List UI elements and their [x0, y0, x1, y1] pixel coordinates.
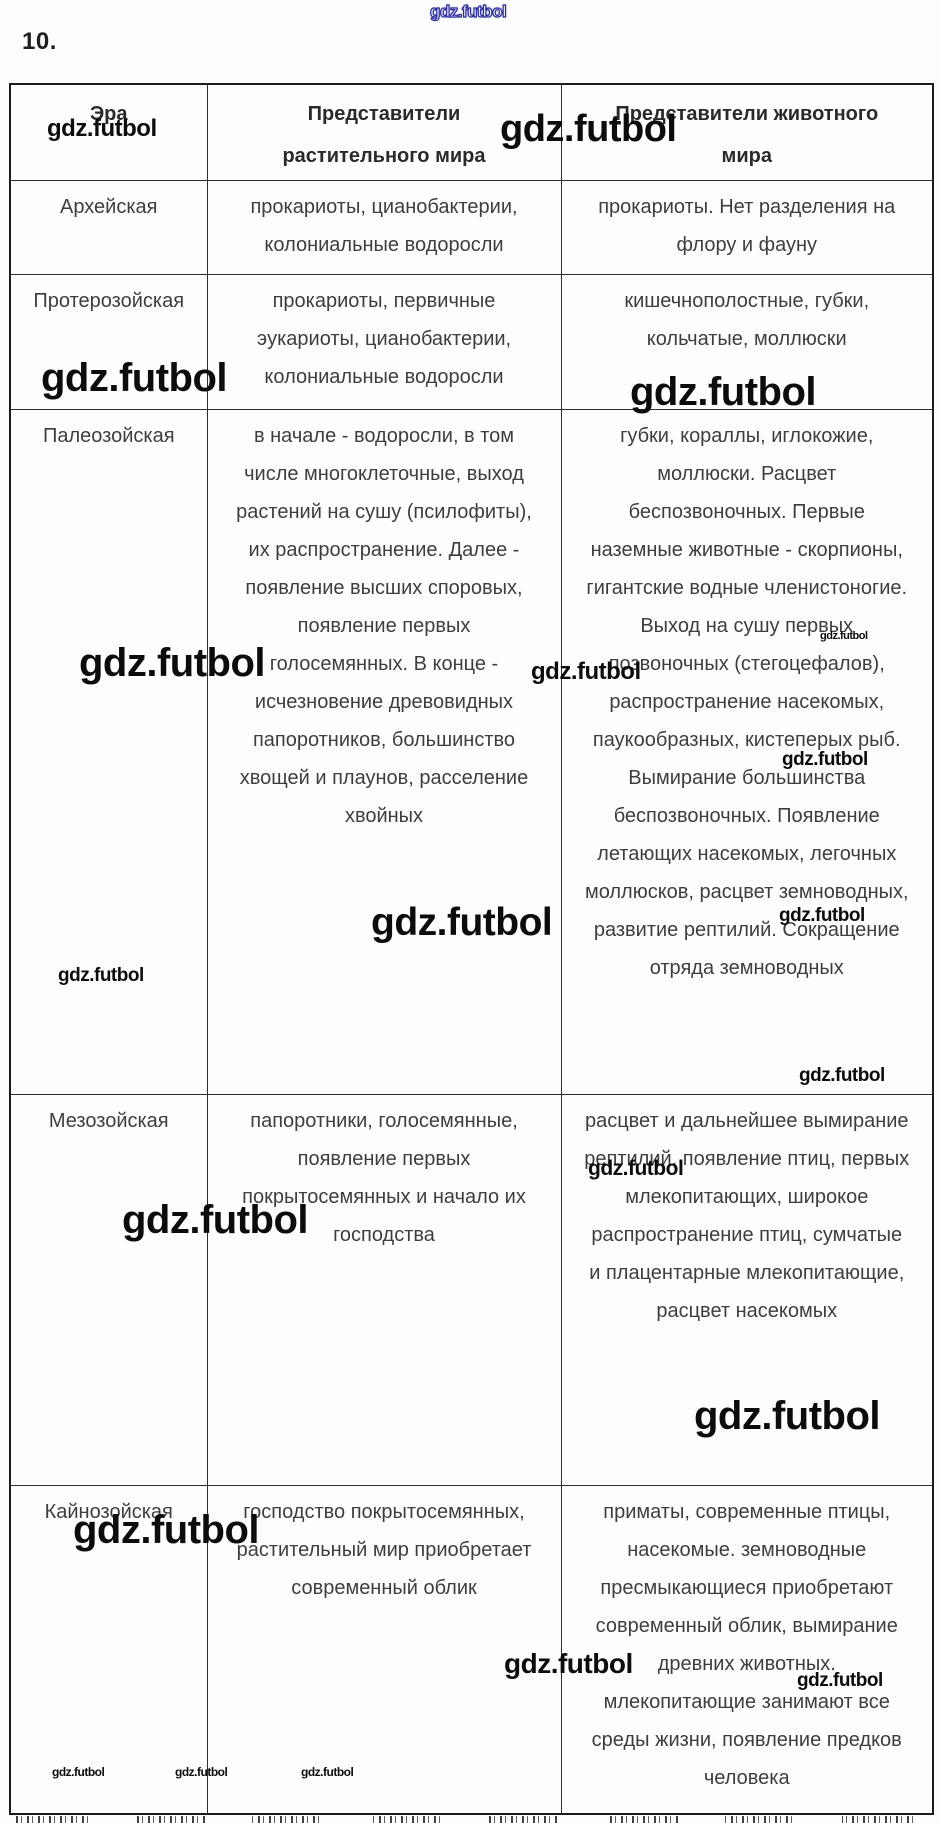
- plants-cell: папоротники, голосемянные, появление пер…: [206, 1093, 562, 1486]
- question-number: 10.: [22, 28, 57, 55]
- era-cell: Палеозойская: [9, 408, 208, 1095]
- col-header-era-label: Эра: [89, 103, 128, 125]
- animals-cell: кишечнополостные, губки, кольчатые, молл…: [560, 273, 934, 410]
- table-row-archean: Архейская прокариоты, цианобактерии, кол…: [9, 179, 934, 275]
- col-header-animals-line2: мира: [721, 145, 772, 167]
- table-header-row: Эра Представители растительного мира Пре…: [9, 83, 934, 181]
- plants-cell: в начале - водоросли, в том числе многок…: [206, 408, 562, 1095]
- col-header-animals-line1: Представители животного: [615, 103, 879, 125]
- animals-cell: приматы, современные птицы, насекомые. з…: [560, 1484, 934, 1815]
- col-header-era: Эра: [9, 83, 208, 181]
- eras-table: Эра Представители растительного мира Пре…: [9, 83, 934, 1815]
- era-cell: Архейская: [9, 179, 208, 275]
- plants-cell: господство покрытосемянных, растительный…: [206, 1484, 562, 1815]
- plants-cell: прокариоты, первичные эукариоты, цианоба…: [206, 273, 562, 410]
- table-row-proterozoic: Протерозойская прокариоты, первичные эук…: [9, 273, 934, 410]
- animals-cell: прокариоты. Нет разделения на флору и фа…: [560, 179, 934, 275]
- col-header-plants: Представители растительного мира: [206, 83, 562, 181]
- clipped-footer-text: [16, 1816, 928, 1823]
- table-row-cenozoic: Кайнозойская господство покрытосемянных,…: [9, 1484, 934, 1815]
- era-cell: Мезозойская: [9, 1093, 208, 1486]
- table-row-paleozoic: Палеозойская в начале - водоросли, в том…: [9, 408, 934, 1095]
- watermark-text: gdz.futbol: [429, 2, 507, 21]
- animals-cell: расцвет и дальнейшее вымирание рептилий,…: [560, 1093, 934, 1486]
- table-row-mesozoic: Мезозойская папоротники, голосемянные, п…: [9, 1093, 934, 1486]
- era-cell: Протерозойская: [9, 273, 208, 410]
- plants-cell: прокариоты, цианобактерии, колониальные …: [206, 179, 562, 275]
- col-header-animals: Представители животного мира: [560, 83, 934, 181]
- col-header-plants-line1: Представители: [307, 103, 461, 125]
- era-cell: Кайнозойская: [9, 1484, 208, 1815]
- col-header-plants-line2: растительного мира: [282, 145, 486, 167]
- animals-cell: губки, кораллы, иглокожие, моллюски. Рас…: [560, 408, 934, 1095]
